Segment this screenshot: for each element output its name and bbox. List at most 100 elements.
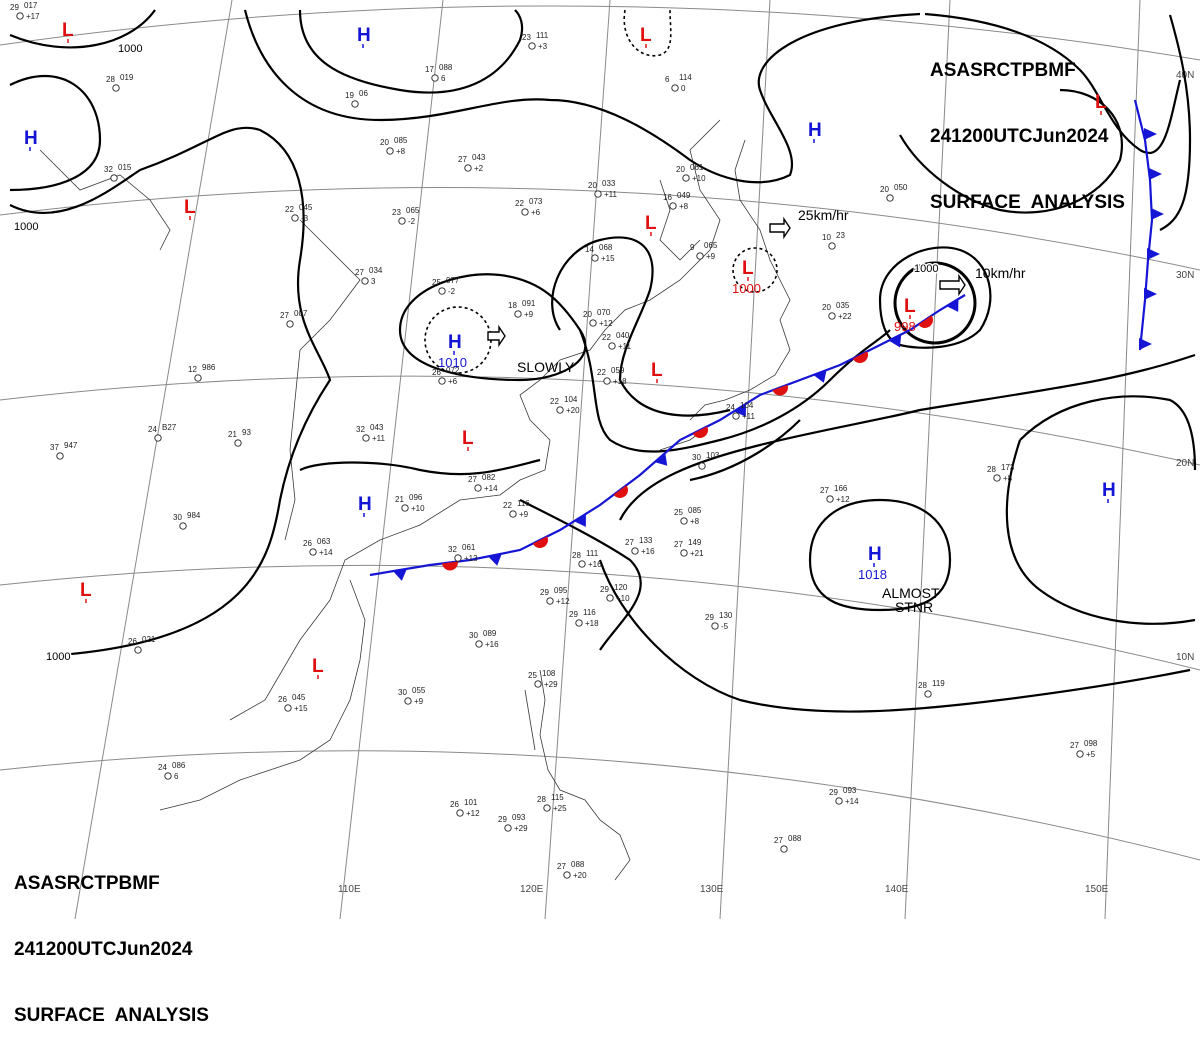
station-pressure: 043 [472,153,486,162]
station-tendency: -2 [448,287,456,296]
station-temperature: 27 [820,486,829,495]
station-pressure: 093 [843,786,857,795]
center-symbol: H [1102,480,1116,501]
coastline [159,579,366,811]
coastline [539,669,631,881]
station-temperature: 26 [303,539,312,548]
station-temperature: 30 [469,631,478,640]
station-pressure: 116 [583,608,596,617]
station-plot: 28 119 [918,679,945,698]
station-tendency: +14 [484,484,498,493]
station-circle [546,597,554,605]
isobar [598,559,1191,713]
station-circle [828,242,836,250]
station-tendency: +12 [556,597,570,606]
station-pressure: 070 [597,308,611,317]
station-temperature: 23 [522,33,531,42]
station-circle [16,12,24,20]
station-tendency: +8 [690,517,700,526]
station-tendency: +8 [679,202,689,211]
station-circle [534,680,542,688]
station-tendency: +9 [524,310,534,319]
cold-front-triangle [946,298,959,312]
center-symbol: H [868,544,882,565]
station-tendency: +10 [692,174,706,183]
station-temperature: 32 [356,425,365,434]
station-temperature: 29 [829,788,838,797]
isobar [298,9,524,94]
product-label: SURFACE ANALYSIS [14,1005,209,1026]
isobar [551,236,731,417]
longitude-label: 130E [700,884,724,895]
station-circle [464,164,472,172]
center-symbol: L [462,428,474,449]
isobar [519,499,642,651]
station-plot: 27 149 +21 [674,538,704,558]
station-circle [578,560,586,568]
cold-front-triangle [1144,128,1157,140]
center-symbol: L [1095,92,1107,113]
station-plot: 24 086 6 [158,761,186,781]
station-tendency: +12 [599,319,613,328]
station-circle [291,214,299,222]
station-temperature: 27 [355,268,364,277]
longitude-label: 150E [1085,884,1109,895]
isobar [899,88,1123,214]
station-tendency: +16 [588,560,602,569]
center-pressure-value: 998 [894,319,916,334]
cold-front-triangle [1144,288,1157,300]
station-plot: 20 085 +8 [380,136,408,156]
station-tendency: +2 [474,164,484,173]
station-pressure: 085 [688,506,702,515]
station-tendency: +11 [604,190,618,199]
station-pressure: 120 [614,583,628,592]
high-pressure-center: H 1010 [438,332,467,370]
station-plot: 16 049 +8 [663,191,691,211]
station-plot: 25 085 +8 [674,506,702,526]
station-plot: 22 104 +20 [550,395,580,415]
high-pressure-center: H [358,494,372,517]
station-plot: 32 015 [104,163,132,182]
warm-front-semicircle [692,426,708,438]
station-tendency: +22 [838,312,852,321]
station-temperature: 22 [285,205,294,214]
motion-arrow [487,324,506,348]
station-pressure: 061 [690,163,704,172]
station-plot: 24 B27 [148,423,177,442]
station-pressure: 035 [836,301,850,310]
station-tendency: +25 [553,804,567,813]
station-temperature: 27 [625,538,634,547]
parallel-line [0,750,1200,861]
station-plot: 20 033 +11 [588,179,618,199]
station-circle [698,462,706,470]
station-pressure: 116 [517,499,530,508]
station-temperature: 23 [392,208,401,217]
isobar [924,12,1182,154]
station-plot: 25 108 +29 [528,669,558,689]
low-pressure-center: L [62,20,74,43]
station-pressure: 089 [483,629,497,638]
station-circle [608,342,616,350]
station-plot: 17 088 6 [425,63,453,83]
latitude-label: 20N [1176,458,1194,469]
station-plot: 22 040 +11 [602,331,632,351]
station-circle [556,406,564,414]
isobar [808,498,952,612]
station-circle [401,504,409,512]
high-pressure-center: H 1018 [858,544,887,582]
station-pressure: 015 [118,163,132,172]
station-temperature: 30 [398,688,407,697]
station-plot: 29 017 +17 [10,1,40,21]
station-pressure: 086 [172,761,186,770]
station-plot: 22 059 +18 [597,366,627,386]
center-symbol: L [645,213,657,234]
center-pressure-value: 1010 [438,355,467,370]
station-pressure: 063 [317,537,331,546]
station-plot: 28 115 +25 [537,793,567,813]
station-tendency: -5 [721,622,729,631]
station-circle [993,474,1001,482]
station-circle [112,84,120,92]
station-temperature: 6 [665,75,670,84]
station-circle [521,208,529,216]
parallel-line [0,375,1200,466]
